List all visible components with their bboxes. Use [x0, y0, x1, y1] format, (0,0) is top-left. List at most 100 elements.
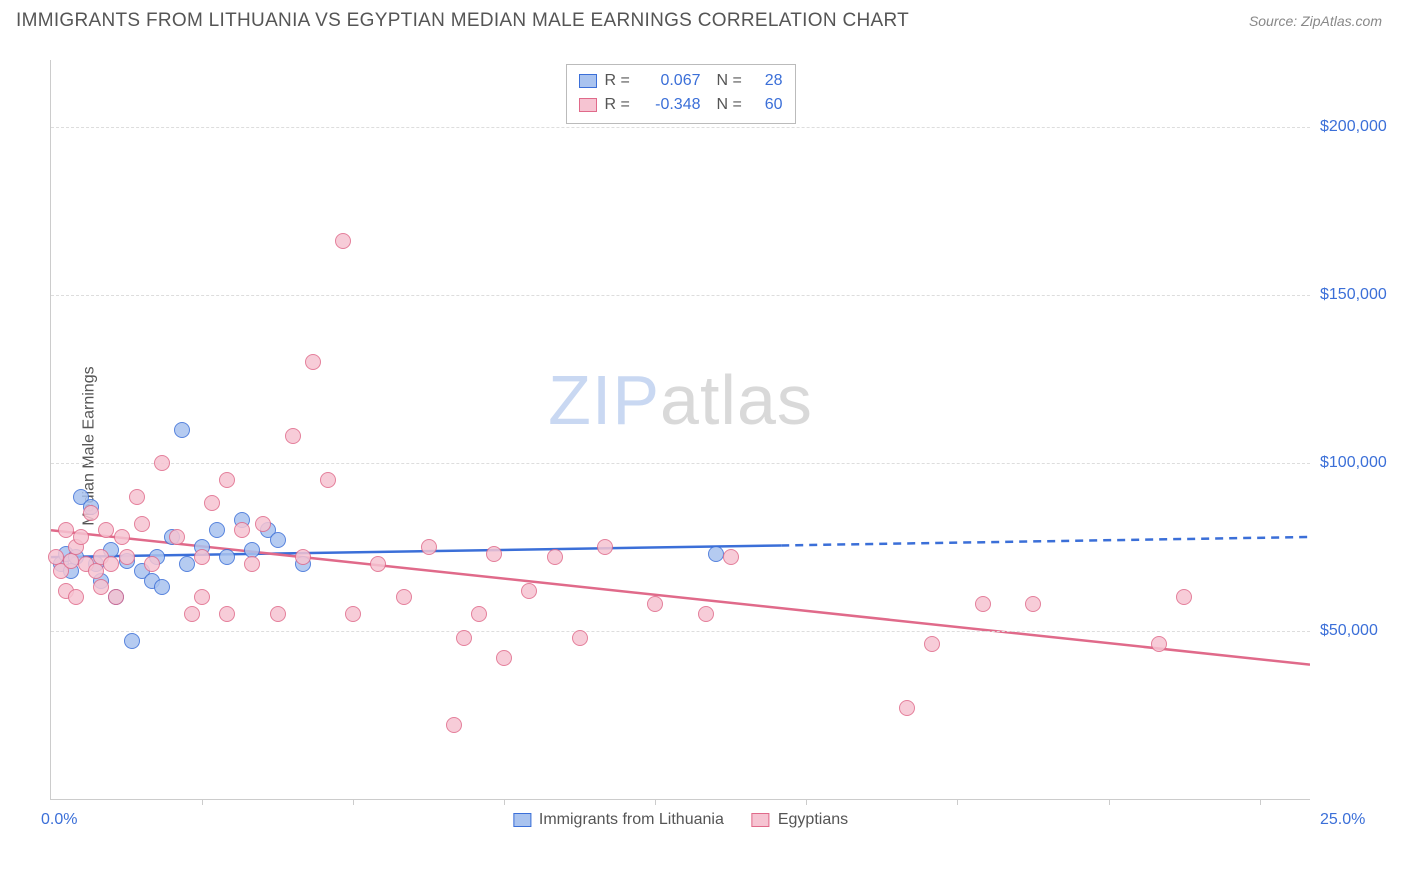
scatter-point — [547, 549, 563, 565]
scatter-point — [486, 546, 502, 562]
scatter-point — [647, 596, 663, 612]
legend-label: Egyptians — [778, 811, 848, 829]
scatter-point — [1176, 589, 1192, 605]
x-tick — [504, 799, 505, 805]
y-tick-label: $50,000 — [1320, 622, 1400, 640]
r-value: 0.067 — [641, 69, 701, 93]
scatter-point — [184, 606, 200, 622]
scatter-point — [234, 522, 250, 538]
y-tick-label: $150,000 — [1320, 286, 1400, 304]
scatter-point — [194, 589, 210, 605]
r-label: R = — [605, 93, 633, 117]
x-tick — [1109, 799, 1110, 805]
scatter-point — [154, 455, 170, 471]
scatter-point — [396, 589, 412, 605]
legend-swatch — [579, 74, 597, 88]
gridline — [51, 463, 1310, 464]
scatter-point — [421, 539, 437, 555]
scatter-point — [219, 472, 235, 488]
n-value: 60 — [753, 93, 783, 117]
scatter-point — [124, 633, 140, 649]
scatter-point — [723, 549, 739, 565]
n-value: 28 — [753, 69, 783, 93]
scatter-point — [446, 717, 462, 733]
scatter-point — [496, 650, 512, 666]
scatter-point — [899, 700, 915, 716]
legend-label: Immigrants from Lithuania — [539, 811, 724, 829]
trend-line — [781, 537, 1310, 545]
scatter-point — [521, 583, 537, 599]
x-axis-max-label: 25.0% — [1320, 811, 1406, 829]
scatter-point — [270, 606, 286, 622]
chart-plot-area: ZIPatlas R = 0.067 N = 28R = -0.348 N = 60 0.0… — [50, 60, 1310, 800]
scatter-point — [93, 579, 109, 595]
scatter-point — [134, 516, 150, 532]
y-tick-label: $100,000 — [1320, 454, 1400, 472]
scatter-point — [597, 539, 613, 555]
scatter-point — [169, 529, 185, 545]
correlation-legend-row: R = 0.067 N = 28 — [579, 69, 783, 93]
scatter-point — [209, 522, 225, 538]
scatter-point — [471, 606, 487, 622]
scatter-point — [108, 589, 124, 605]
r-label: R = — [605, 69, 633, 93]
scatter-point — [114, 529, 130, 545]
scatter-point — [285, 428, 301, 444]
x-tick — [1260, 799, 1261, 805]
watermark-atlas: atlas — [660, 361, 813, 439]
scatter-point — [68, 589, 84, 605]
scatter-point — [708, 546, 724, 562]
scatter-point — [335, 233, 351, 249]
scatter-point — [320, 472, 336, 488]
series-legend: Immigrants from Lithuania Egyptians — [513, 811, 848, 829]
scatter-point — [345, 606, 361, 622]
chart-title: IMMIGRANTS FROM LITHUANIA VS EGYPTIAN ME… — [16, 10, 909, 32]
scatter-point — [572, 630, 588, 646]
scatter-point — [924, 636, 940, 652]
scatter-point — [119, 549, 135, 565]
scatter-point — [456, 630, 472, 646]
legend-swatch — [579, 98, 597, 112]
scatter-point — [270, 532, 286, 548]
trend-lines — [51, 60, 1310, 799]
x-tick — [202, 799, 203, 805]
scatter-point — [219, 549, 235, 565]
watermark-zip: ZIP — [548, 361, 660, 439]
scatter-point — [194, 549, 210, 565]
x-tick — [957, 799, 958, 805]
correlation-legend-box: R = 0.067 N = 28 R = -0.348 N = 60 — [566, 64, 796, 124]
scatter-point — [370, 556, 386, 572]
x-tick — [806, 799, 807, 805]
n-label: N = — [717, 93, 745, 117]
scatter-point — [698, 606, 714, 622]
scatter-point — [1025, 596, 1041, 612]
legend-item: Immigrants from Lithuania — [513, 811, 724, 829]
source-label: Source: ZipAtlas.com — [1249, 13, 1382, 29]
scatter-point — [255, 516, 271, 532]
scatter-point — [975, 596, 991, 612]
scatter-point — [204, 495, 220, 511]
scatter-point — [174, 422, 190, 438]
scatter-point — [58, 522, 74, 538]
legend-swatch — [752, 813, 770, 827]
scatter-point — [73, 529, 89, 545]
scatter-point — [305, 354, 321, 370]
gridline — [51, 631, 1310, 632]
scatter-point — [83, 505, 99, 521]
trend-line — [51, 530, 1310, 664]
scatter-point — [219, 606, 235, 622]
correlation-legend-row: R = -0.348 N = 60 — [579, 93, 783, 117]
scatter-point — [179, 556, 195, 572]
scatter-point — [295, 549, 311, 565]
r-value: -0.348 — [641, 93, 701, 117]
n-label: N = — [717, 69, 745, 93]
x-tick — [353, 799, 354, 805]
gridline — [51, 295, 1310, 296]
scatter-point — [129, 489, 145, 505]
scatter-point — [144, 556, 160, 572]
legend-swatch — [513, 813, 531, 827]
gridline — [51, 127, 1310, 128]
scatter-point — [1151, 636, 1167, 652]
scatter-point — [103, 556, 119, 572]
scatter-point — [98, 522, 114, 538]
